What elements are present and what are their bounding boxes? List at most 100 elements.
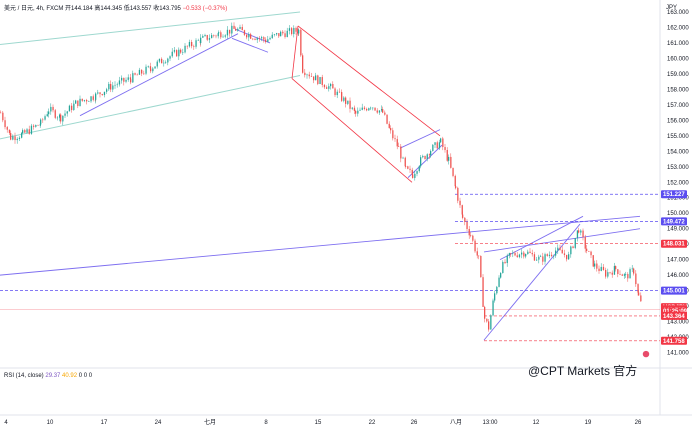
candle-body	[323, 84, 326, 88]
x-tick-label: 22	[369, 420, 376, 426]
candle-body	[486, 318, 488, 322]
candle-body	[60, 114, 62, 122]
candle-body	[349, 100, 351, 109]
candle-body	[269, 38, 271, 40]
candle-body	[143, 73, 145, 75]
candle-body	[424, 155, 426, 160]
candle-body	[171, 51, 173, 57]
y-tick-label: 150.000	[667, 211, 689, 217]
candle-body	[514, 253, 516, 256]
chart-header: 美元 / 日元, 4h, FXCM 开144.184 高144.345 低143…	[4, 3, 227, 12]
candle-body	[370, 107, 372, 109]
candle-body	[14, 136, 16, 141]
candle-body	[450, 156, 452, 168]
candle-body	[412, 174, 414, 178]
candle-body	[86, 100, 88, 102]
close-label: 收	[153, 6, 160, 12]
candle-body	[490, 315, 492, 330]
candle-body	[211, 35, 213, 39]
candle-body	[572, 246, 574, 248]
rsi-zero-3: 0	[88, 373, 93, 379]
candle-body	[381, 109, 383, 111]
candle-body	[273, 34, 276, 35]
currency-unit-label: JPY	[666, 5, 678, 11]
candle-body	[165, 62, 167, 64]
candle-body	[235, 28, 237, 31]
candle-body	[293, 27, 295, 35]
x-tick-label: 12	[533, 420, 540, 426]
candle-body	[470, 235, 472, 236]
green-channel-line-1	[0, 11, 301, 46]
candle-body	[215, 35, 217, 37]
price-tag	[661, 286, 687, 295]
candle-body	[611, 272, 613, 275]
candle-body	[366, 108, 368, 111]
candle-body	[347, 100, 349, 104]
candle-body	[407, 166, 409, 169]
candle-body	[388, 123, 390, 129]
candle-body	[136, 74, 138, 76]
candle-body	[436, 142, 438, 149]
candle-body	[310, 76, 313, 77]
candle-body	[432, 144, 434, 151]
candle-body	[202, 36, 204, 38]
candle-body	[116, 84, 118, 86]
candle-body	[304, 72, 306, 76]
candle-body	[512, 253, 514, 254]
candle-body	[440, 138, 442, 143]
candle-body	[516, 255, 518, 258]
candle-body	[197, 40, 199, 41]
candle-body	[254, 38, 256, 40]
candle-body	[75, 100, 77, 104]
x-tick-label: 13:00	[482, 420, 498, 426]
candle-body	[39, 124, 41, 126]
change-value: −0.533 (−0.37%)	[182, 6, 228, 12]
candle-body	[464, 217, 466, 222]
candle-body	[79, 98, 81, 107]
candle-body	[336, 91, 338, 96]
candle-body	[66, 111, 68, 114]
candle-body	[328, 86, 330, 89]
watermark: @CPT Markets 官方	[528, 364, 638, 378]
price-tag	[661, 217, 687, 226]
trend-line-1	[0, 215, 641, 276]
candle-body	[598, 268, 600, 271]
candle-body	[237, 28, 239, 31]
candle-body	[492, 300, 494, 316]
rsi-label[interactable]: RSI (14, close)	[4, 373, 44, 379]
y-tick-label: 154.000	[667, 149, 689, 155]
candle-body	[108, 83, 110, 90]
candle-body	[627, 274, 629, 279]
candle-body	[298, 29, 300, 34]
price-tag	[661, 190, 687, 199]
candle-body	[637, 284, 639, 293]
candle-body	[430, 150, 432, 156]
candle-body	[457, 187, 459, 201]
candle-body	[442, 138, 444, 148]
candle-body	[138, 69, 141, 75]
candle-body	[619, 273, 621, 275]
candle-body	[523, 252, 525, 257]
candle-body	[629, 269, 631, 279]
candle-body	[50, 106, 52, 112]
candle-body	[22, 130, 24, 134]
candle-body	[2, 112, 4, 121]
candle-body	[480, 255, 482, 278]
candle-body	[563, 253, 566, 255]
price-tag-label: 151.227	[663, 192, 685, 198]
symbol-label[interactable]: 美元 / 日元, 4h, FXCM	[4, 6, 64, 12]
candle-body	[580, 230, 582, 233]
candle-body	[330, 84, 332, 87]
trend-line-5	[79, 33, 239, 117]
candle-body	[638, 292, 640, 296]
candle-body	[130, 79, 132, 83]
candle-body	[609, 272, 611, 273]
candle-body	[378, 110, 381, 113]
candle-body	[173, 50, 176, 52]
candle-body	[88, 101, 90, 102]
candle-body	[588, 250, 590, 252]
y-tick-label: 146.000	[667, 273, 689, 279]
candle-body	[282, 31, 284, 34]
candle-body	[73, 103, 75, 110]
